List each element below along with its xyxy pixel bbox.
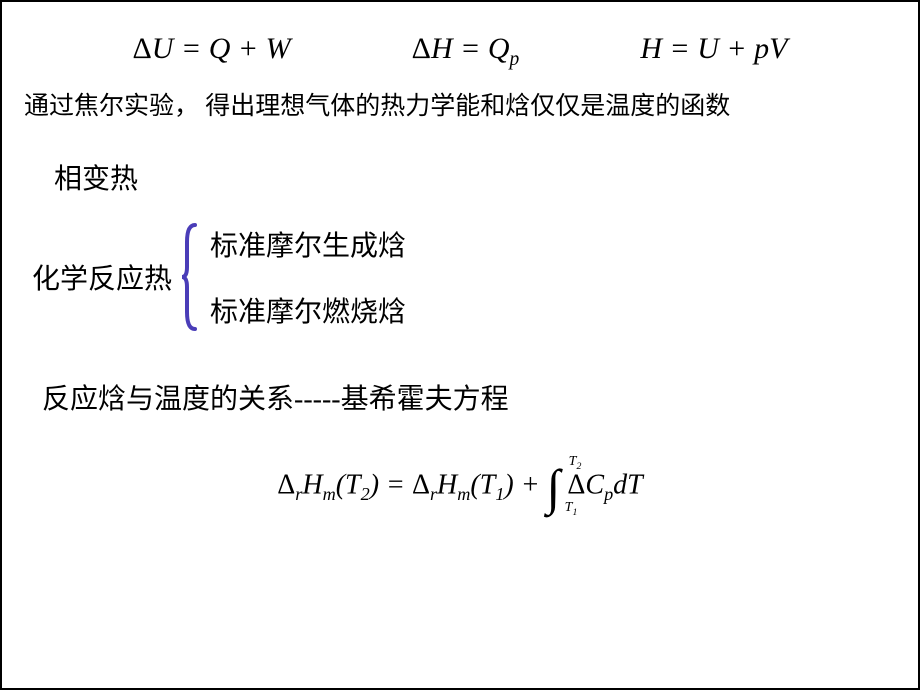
delta: Δ — [133, 32, 152, 65]
var-p: p — [754, 32, 769, 65]
left-brace-icon — [180, 222, 200, 332]
open-T: (T — [336, 469, 361, 500]
equals: = — [173, 32, 208, 65]
text-standard-molar-combustion-enthalpy: 标准摩尔燃烧焓 — [210, 290, 406, 330]
var-H: H — [302, 469, 322, 500]
text-joule-experiment: 通过焦尔实验， 得出理想气体的热力学能和焓仅仅是温度的函数 — [2, 81, 918, 122]
subscript-2: 2 — [576, 461, 581, 472]
subscript-1: 1 — [572, 507, 577, 518]
delta: Δ — [567, 469, 585, 500]
kirchhoff-equation: ΔrHm(T2) = ΔrHm(T1) + T2∫T1 ΔCpdT — [2, 417, 918, 512]
close-paren: ) — [370, 469, 379, 500]
subscript-m: m — [323, 484, 336, 504]
var-Q: Q — [209, 32, 231, 65]
plus: + — [514, 469, 547, 500]
text-standard-molar-formation-enthalpy: 标准摩尔生成焓 — [210, 224, 406, 264]
delta: Δ — [412, 32, 431, 65]
brace-items: 标准摩尔生成焓 标准摩尔燃烧焓 — [200, 224, 406, 330]
equation-3: H = U + pV — [640, 32, 787, 66]
subscript-r: r — [430, 484, 437, 504]
equation-2: ΔH = Qp — [412, 32, 520, 71]
var-U: U — [697, 32, 719, 65]
close-paren: ) — [504, 469, 513, 500]
var-H: H — [431, 32, 453, 65]
subscript-p: p — [510, 49, 520, 70]
plus: + — [230, 32, 265, 65]
integral-sign-icon: ∫ — [547, 459, 561, 515]
integral: T2∫T1 — [547, 462, 561, 512]
var-C: C — [585, 469, 604, 500]
brace-group: 标准摩尔生成焓 标准摩尔燃烧焓 — [180, 222, 406, 332]
chemical-reaction-row: 化学反应热 标准摩尔生成焓 标准摩尔燃烧焓 — [2, 197, 918, 332]
integral-upper: T2 — [569, 454, 582, 472]
open-T: (T — [470, 469, 495, 500]
equals: = — [453, 32, 488, 65]
equation-row: ΔU = Q + W ΔH = Qp H = U + pV — [2, 2, 918, 81]
var-H: H — [437, 469, 457, 500]
var-W: W — [266, 32, 291, 65]
integral-lower: T1 — [565, 500, 578, 518]
delta: Δ — [412, 469, 430, 500]
var-V: V — [769, 32, 787, 65]
text-phase-heat: 相变热 — [2, 122, 918, 197]
var-Q: Q — [488, 32, 510, 65]
equals: = — [662, 32, 697, 65]
var-U: U — [152, 32, 174, 65]
text-kirchhoff-title: 反应焓与温度的关系-----基希霍夫方程 — [2, 332, 918, 417]
delta: Δ — [277, 469, 295, 500]
var-dT: dT — [613, 469, 643, 500]
subscript-2: 2 — [361, 484, 370, 504]
text-chemical-reaction-heat: 化学反应热 — [32, 257, 172, 297]
subscript-p: p — [604, 484, 613, 504]
equation-1: ΔU = Q + W — [133, 32, 291, 66]
subscript-m: m — [457, 484, 470, 504]
equals: = — [379, 469, 412, 500]
var-H: H — [640, 32, 662, 65]
plus: + — [719, 32, 754, 65]
